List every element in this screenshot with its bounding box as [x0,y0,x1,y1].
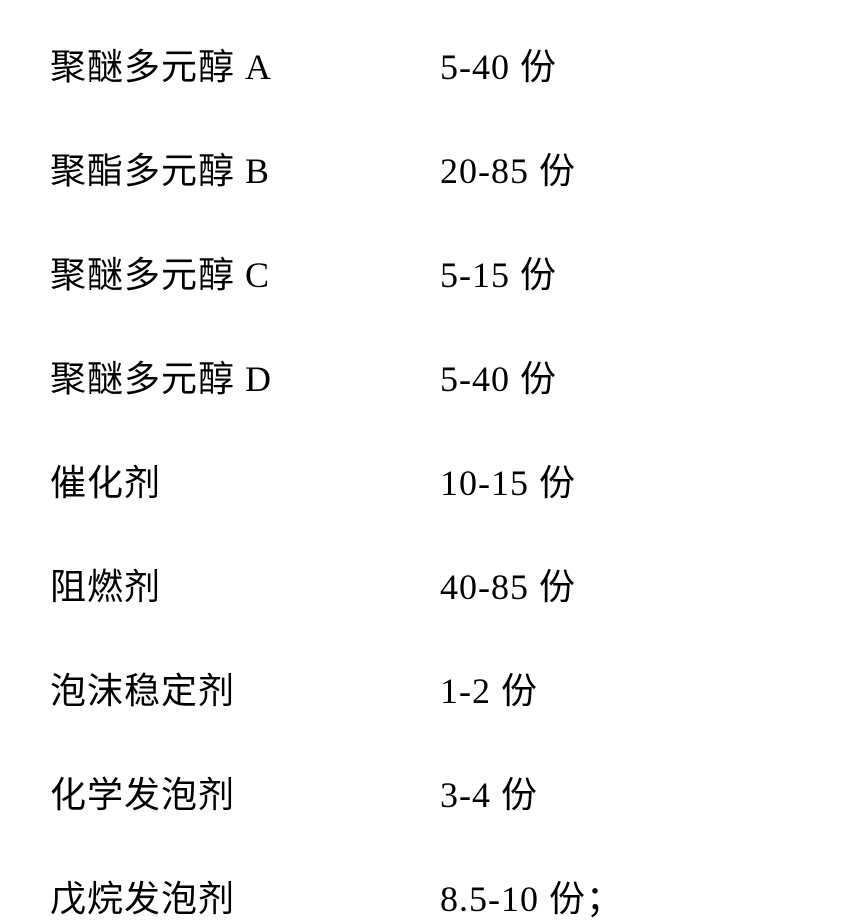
ingredient-name: 聚酯多元醇 B [50,142,440,194]
ingredient-amount: 3-4 份 [440,766,538,818]
ingredient-row: 聚醚多元醇 A 5-40 份 [50,38,801,90]
ingredient-suffix: ； [586,870,622,922]
ingredient-name: 聚醚多元醇 A [50,38,440,90]
ingredient-name: 戊烷发泡剂 [50,870,440,922]
ingredient-amount: 5-40 份 [440,350,557,402]
ingredient-row: 聚醚多元醇 D 5-40 份 [50,350,801,402]
ingredient-row: 催化剂 10-15 份 [50,454,801,506]
ingredient-name: 阻燃剂 [50,558,440,610]
ingredient-amount: 20-85 份 [440,142,576,194]
ingredient-row: 聚酯多元醇 B 20-85 份 [50,142,801,194]
ingredient-row: 聚醚多元醇 C 5-15 份 [50,246,801,298]
ingredient-name: 化学发泡剂 [50,766,440,818]
ingredient-row: 阻燃剂 40-85 份 [50,558,801,610]
ingredient-name: 泡沫稳定剂 [50,662,440,714]
ingredient-amount: 40-85 份 [440,558,576,610]
ingredient-amount: 5-15 份 [440,246,557,298]
ingredient-row: 化学发泡剂 3-4 份 [50,766,801,818]
ingredient-name: 聚醚多元醇 D [50,350,440,402]
ingredient-amount: 10-15 份 [440,454,576,506]
ingredient-amount: 1-2 份 [440,662,538,714]
ingredient-row: 泡沫稳定剂 1-2 份 [50,662,801,714]
ingredient-name: 聚醚多元醇 C [50,246,440,298]
ingredient-amount: 5-40 份 [440,38,557,90]
ingredient-list: 聚醚多元醇 A 5-40 份 聚酯多元醇 B 20-85 份 聚醚多元醇 C 5… [50,38,801,922]
ingredient-row: 戊烷发泡剂 8.5-10 份 ； [50,870,801,922]
ingredient-name: 催化剂 [50,454,440,506]
ingredient-amount: 8.5-10 份 [440,870,586,922]
